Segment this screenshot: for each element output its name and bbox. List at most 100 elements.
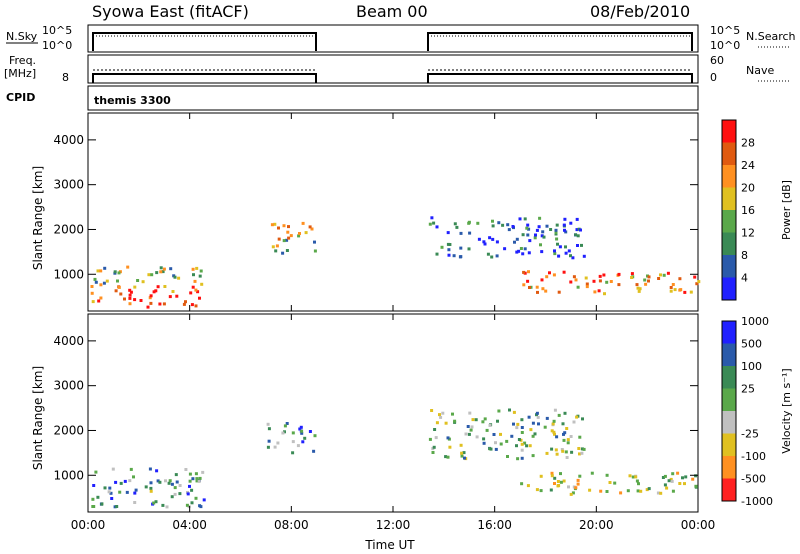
x-tick-label: 16:00	[477, 518, 512, 532]
velocity-echo-cell	[574, 486, 578, 490]
power-echo-cell	[173, 275, 177, 279]
power-echo-cell	[579, 228, 582, 232]
power-colorbar-swatch	[722, 187, 736, 210]
velocity-colorbar-tick-label: 25	[741, 383, 755, 396]
velocity-echo-cell	[103, 486, 107, 490]
power-echo-cell	[693, 275, 697, 279]
power-echo-cell	[554, 228, 558, 232]
velocity-echo-cell	[431, 451, 435, 454]
velocity-echo-cell	[129, 467, 133, 471]
velocity-echo-cell	[170, 495, 174, 499]
power-echo-cell	[538, 216, 542, 220]
power-echo-cell	[189, 291, 193, 295]
velocity-echo-cell	[174, 473, 178, 477]
power-colorbar-tick-label: 28	[741, 137, 755, 150]
velocity-echo-cell	[156, 479, 160, 483]
velocity-echo-cell	[471, 418, 475, 422]
power-echo-cell	[158, 302, 162, 306]
power-echo-cell	[97, 299, 101, 303]
power-echo-cell	[527, 270, 530, 274]
velocity-echo-cell	[298, 427, 302, 431]
power-echo-cell	[666, 271, 670, 275]
power-echo-cell	[273, 222, 277, 226]
power-echo-cell	[446, 231, 450, 235]
velocity-echo-cell	[531, 421, 535, 425]
velocity-echo-cell	[300, 429, 304, 433]
power-echo-cell	[507, 228, 511, 232]
velocity-echo-cell	[631, 475, 635, 479]
power-echo-cell	[149, 294, 153, 298]
cpid-panel: CPID themis 3300	[6, 85, 699, 111]
freq-left-tick: 8	[62, 71, 69, 84]
velocity-echo-cell	[470, 425, 474, 429]
power-echo-cell	[542, 235, 546, 239]
power-echo-cell	[486, 252, 490, 256]
velocity-echo-cell	[628, 474, 632, 478]
power-echo-cell	[602, 273, 606, 277]
velocity-echo-cell	[149, 489, 153, 493]
velocity-echo-cell	[564, 450, 568, 454]
velocity-echo-cell	[194, 472, 198, 476]
velocity-echo-cell	[557, 484, 561, 487]
power-echo-cell	[541, 230, 545, 234]
power-echo-cell	[523, 247, 527, 251]
power-y-tick-label: 2000	[53, 222, 84, 236]
power-echo-cell	[128, 302, 132, 306]
noise-panel: N.Sky 10^5 10^0 10^5 10^0 N.Search	[6, 24, 796, 53]
power-echo-cell	[669, 289, 673, 293]
power-echo-cell	[528, 286, 531, 289]
power-echo-cell	[476, 221, 480, 225]
power-echo-cell	[440, 245, 444, 249]
power-echo-cell	[519, 247, 523, 250]
power-echo-cell	[277, 237, 281, 241]
noise-search-label: N.Search	[746, 30, 796, 43]
velocity-echo-cell	[115, 505, 119, 508]
power-echo-cell	[695, 282, 699, 286]
power-echo-cell	[128, 296, 132, 300]
power-echo-cell	[669, 286, 673, 289]
velocity-echo-cell	[512, 422, 515, 426]
power-echo-cell	[308, 225, 312, 229]
velocity-echo-cell	[149, 486, 153, 490]
velocity-echo-cell	[676, 471, 680, 475]
power-echo-cell	[567, 249, 571, 253]
x-tick-label: 08:00	[274, 518, 309, 532]
velocity-echo-cell	[539, 474, 543, 478]
power-echo-cell	[580, 243, 583, 247]
velocity-echo-cell	[663, 483, 667, 487]
power-echo-cell	[574, 278, 578, 282]
velocity-echo-cell	[474, 418, 478, 422]
velocity-echo-cell	[670, 479, 674, 483]
velocity-echo-cell	[520, 456, 524, 460]
power-echo-cell	[556, 242, 559, 246]
velocity-echo-cell	[285, 422, 289, 425]
velocity-echo-cell	[283, 424, 287, 428]
velocity-echo-cell	[170, 482, 174, 486]
power-colorbar-frame	[721, 119, 737, 301]
power-colorbar-swatch	[722, 165, 736, 188]
velocity-echo-cell	[512, 410, 516, 414]
power-echo-cell	[503, 247, 507, 251]
power-echo-cell	[576, 285, 580, 289]
velocity-echo-cell	[195, 477, 199, 481]
velocity-colorbar-swatch	[722, 343, 736, 366]
velocity-echo-cell	[550, 429, 554, 433]
noise-left-top-tick: 10^5	[42, 24, 72, 37]
power-echo-cell	[518, 217, 522, 221]
velocity-echo-cell	[167, 481, 171, 485]
power-echo-cell	[483, 242, 487, 246]
noise-right-bottom-tick: 10^0	[710, 39, 740, 52]
velocity-colorbar-swatch	[722, 411, 736, 434]
power-echo-cell	[552, 273, 556, 277]
power-echo-cell	[275, 244, 279, 248]
velocity-echo-cell	[691, 477, 695, 481]
velocity-echo-cell	[580, 451, 584, 455]
power-echo-cell	[149, 301, 153, 305]
power-echo-cell	[270, 223, 274, 227]
velocity-echo-cell	[608, 481, 612, 484]
velocity-echo-cell	[526, 484, 530, 488]
power-echo-cell	[506, 223, 510, 227]
power-echo-cell	[452, 254, 456, 258]
velocity-echo-cell	[566, 441, 570, 445]
